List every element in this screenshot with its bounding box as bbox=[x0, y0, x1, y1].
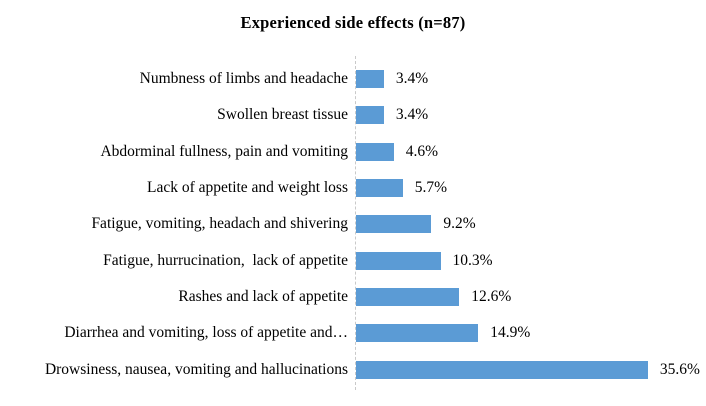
bar bbox=[356, 360, 648, 379]
chart-row: Diarrhea and vomiting, loss of appetite … bbox=[0, 315, 706, 351]
plot-area: 5.7% bbox=[354, 170, 706, 206]
bar bbox=[356, 106, 384, 125]
plot-area: 3.4% bbox=[354, 61, 706, 97]
category-label: Numbness of limbs and headache bbox=[139, 70, 348, 88]
bar bbox=[356, 324, 479, 343]
plot-area: 4.6% bbox=[354, 134, 706, 170]
category-label: Diarrhea and vomiting, loss of appetite … bbox=[64, 324, 348, 342]
value-label: 35.6% bbox=[659, 360, 700, 378]
category-label: Abdorminal fullness, pain and vomiting bbox=[100, 142, 348, 160]
bar bbox=[356, 251, 441, 270]
category-label: Rashes and lack of appetite bbox=[178, 287, 348, 305]
value-label: 4.6% bbox=[405, 142, 438, 160]
value-label: 14.9% bbox=[490, 324, 531, 342]
category-label: Swollen breast tissue bbox=[217, 106, 348, 124]
chart-row: Lack of appetite and weight loss 5.7% bbox=[0, 170, 706, 206]
chart-title: Experienced side effects (n=87) bbox=[240, 13, 466, 32]
category-label: Drowsiness, nausea, vomiting and halluci… bbox=[44, 360, 348, 378]
category-axis-line bbox=[355, 56, 356, 390]
value-label: 9.2% bbox=[443, 215, 476, 233]
bar bbox=[356, 215, 432, 234]
chart-row: Abdorminal fullness, pain and vomiting 4.… bbox=[0, 134, 706, 170]
bar bbox=[356, 287, 460, 306]
chart-row: Fatigue, vomiting, headach and shivering… bbox=[0, 206, 706, 242]
plot-area: 12.6% bbox=[354, 279, 706, 315]
chart-row: Numbness of limbs and headache 3.4% bbox=[0, 61, 706, 97]
chart-row: Rashes and lack of appetite 12.6% bbox=[0, 279, 706, 315]
category-label: Lack of appetite and weight loss bbox=[146, 179, 348, 197]
chart-area: Numbness of limbs and headache 3.4% Swolle… bbox=[0, 61, 706, 388]
category-label: Fatigue, hurrucination, lack of appetite bbox=[103, 251, 348, 269]
chart-row: Fatigue, hurrucination, lack of appetite… bbox=[0, 242, 706, 278]
plot-area: 14.9% bbox=[354, 315, 706, 351]
value-label: 3.4% bbox=[395, 70, 429, 88]
bar bbox=[356, 142, 394, 161]
value-label: 3.4% bbox=[395, 106, 429, 124]
category-label: Fatigue, vomiting, headach and shivering bbox=[91, 215, 348, 233]
plot-area: 35.6% bbox=[354, 351, 706, 387]
value-label: 10.3% bbox=[452, 251, 493, 269]
plot-area: 3.4% bbox=[354, 97, 706, 133]
value-label: 5.7% bbox=[414, 179, 447, 197]
plot-area: 9.2% bbox=[354, 206, 706, 242]
value-label: 12.6% bbox=[471, 287, 512, 305]
bar bbox=[356, 70, 384, 89]
plot-area: 10.3% bbox=[354, 242, 706, 278]
chart-row: Swollen breast tissue 3.4% bbox=[0, 97, 706, 133]
bar bbox=[356, 179, 403, 198]
chart-row: Drowsiness, nausea, vomiting and halluci… bbox=[0, 351, 706, 387]
